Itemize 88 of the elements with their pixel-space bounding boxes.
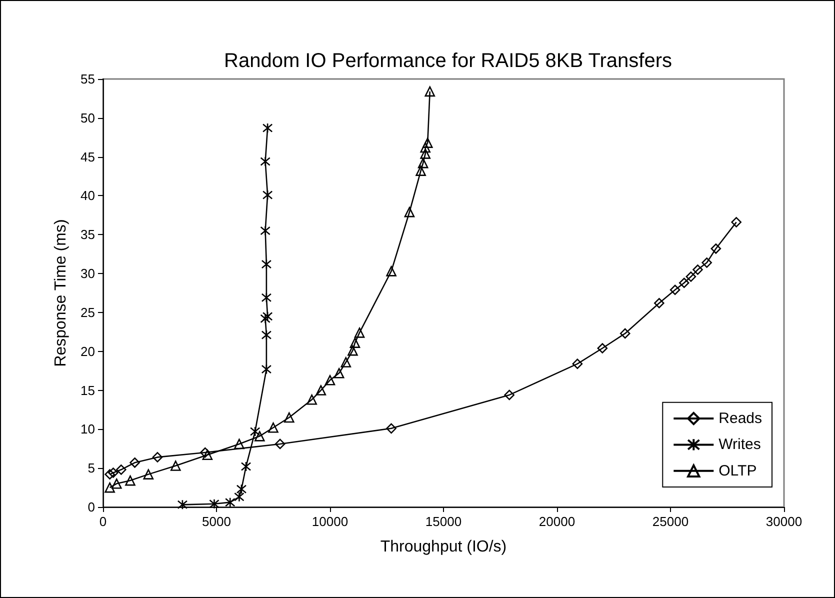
point [597,343,608,354]
point [261,259,272,270]
point [170,460,181,471]
x-tick-label: 5000 [202,514,231,529]
y-tick-label: 45 [80,149,95,164]
y-tick-label: 15 [80,382,95,398]
x-tick-label: 15000 [425,514,462,529]
point [111,478,122,489]
point [386,423,396,434]
point [678,278,690,288]
y-tick-label: 5 [88,460,95,476]
point [202,450,213,460]
point [262,122,273,134]
y-tick-label: 0 [88,500,95,514]
point [125,475,136,486]
point [702,258,712,268]
point [354,328,365,338]
legend-label: Writes [718,436,761,454]
point [261,364,272,374]
y-tick-label: 30 [80,266,95,282]
point [108,468,118,478]
point [250,426,260,437]
x-tick-label: 10000 [312,514,348,529]
point [670,284,680,296]
point [262,190,273,200]
point [152,452,163,462]
point [420,142,430,153]
point [262,311,273,322]
point [710,243,722,254]
point [234,438,244,450]
point [104,469,115,480]
point [348,345,358,356]
y-tick-label: 35 [80,227,95,242]
point [116,464,126,475]
point [350,338,360,348]
point [572,358,583,369]
point [404,206,415,218]
legend-label: OLTP [718,462,757,480]
point [416,166,426,176]
y-tick-label: 40 [80,188,95,204]
point [240,461,252,472]
point [200,447,210,458]
point [268,422,278,433]
y-tick-label: 55 [80,72,95,86]
y-tick-label: 20 [80,344,95,359]
point [692,264,703,275]
point [260,314,270,324]
point [654,298,664,308]
point [104,482,115,493]
point [418,158,428,168]
y-tick-label: 25 [80,304,95,320]
point [284,412,294,423]
point [424,86,436,97]
point [686,272,696,282]
y-tick-label: 50 [80,110,95,126]
point [306,394,317,405]
x-tick-label: 30000 [766,514,802,529]
x-tick-label: 20000 [538,514,576,529]
point [324,375,336,386]
point [130,457,140,468]
legend-label: Reads [718,410,762,427]
point [143,469,154,480]
point [386,266,396,276]
point [236,484,247,494]
point [504,390,514,400]
point [334,368,344,378]
point [261,292,272,303]
point [274,438,286,450]
point [254,431,265,442]
point [316,385,326,396]
chart-title: Random IO Performance for RAID5 8KB Transfers [224,50,672,72]
point [340,357,352,368]
point [234,492,244,502]
point [209,498,220,510]
point [420,148,430,159]
point [260,226,270,236]
x-tick-label: 25000 [652,514,689,529]
point [260,156,270,167]
y-axis-title: Response Time (ms) [52,219,70,367]
point [177,500,188,510]
point [620,328,630,339]
x-axis-title: Throughput (IO/s) [380,538,507,556]
point [224,497,236,508]
y-tick-label: 10 [80,422,95,437]
point [422,138,433,148]
x-tick-label: 0 [99,514,107,529]
point [261,330,272,340]
point [731,217,742,228]
